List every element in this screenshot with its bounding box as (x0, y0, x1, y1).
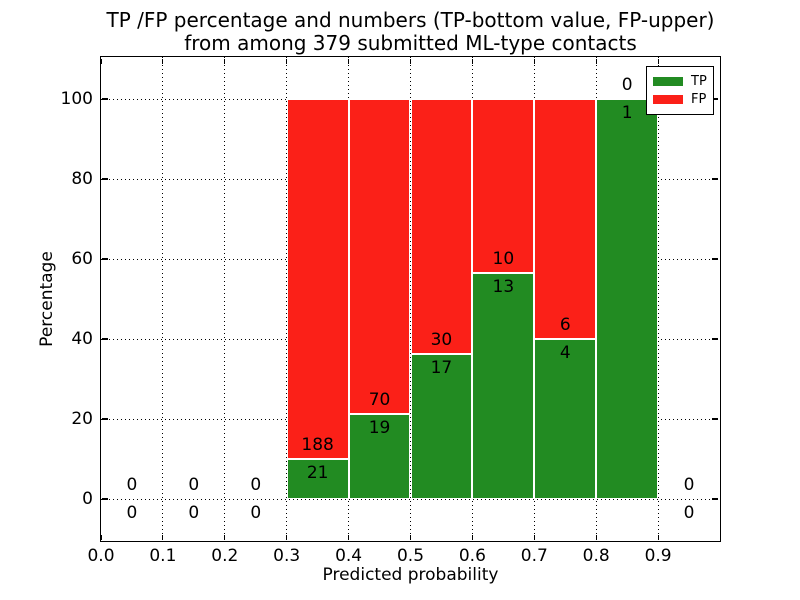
y-tick-label: 100 (60, 89, 93, 109)
fp-count-label: 0 (126, 475, 138, 495)
fp-count-label: 0 (621, 75, 633, 95)
tp-legend-label: TP (691, 73, 707, 89)
tp-count-label: 13 (492, 276, 515, 297)
tp-swatch-icon (653, 76, 683, 86)
y-tick-mark-right (712, 258, 718, 260)
y-tick-mark-right (712, 178, 718, 180)
x-tick-mark (162, 534, 164, 540)
x-tick-label: 0.7 (520, 546, 548, 566)
fp-count-label: 0 (250, 475, 262, 495)
tp-bar (596, 99, 659, 499)
tp-bar (286, 458, 349, 499)
tp-count-label: 0 (188, 503, 200, 523)
chart-title-line1: TP /FP percentage and numbers (TP-bottom… (106, 8, 715, 32)
tp-count-label: 0 (126, 503, 138, 523)
tp-bar (348, 413, 411, 499)
y-tick-label: 0 (82, 489, 93, 509)
y-tick-mark-right (712, 498, 718, 500)
x-tick-mark-top (595, 58, 597, 64)
x-tick-label: 0.4 (335, 546, 363, 566)
y-tick-mark (102, 98, 108, 100)
x-tick-mark (595, 534, 597, 540)
x-tick-label: 0.9 (644, 546, 672, 566)
x-tick-mark-top (348, 58, 350, 64)
fp-count-label: 70 (368, 389, 391, 410)
x-tick-mark-top (224, 58, 226, 64)
x-tick-mark (409, 534, 412, 540)
fp-count-label: 0 (683, 475, 695, 495)
y-axis-label: Percentage (37, 251, 57, 347)
y-tick-mark (102, 418, 108, 420)
fp-bar (348, 99, 411, 414)
x-tick-mark-top (100, 58, 102, 64)
y-tick-mark (102, 338, 108, 340)
x-tick-label: 0.8 (582, 546, 610, 566)
legend: TP FP (646, 66, 714, 115)
chart-title-line2: from among 379 submitted ML-type contact… (184, 31, 637, 55)
x-tick-label: 0.5 (396, 546, 425, 566)
tp-count-label: 0 (250, 503, 262, 523)
tp-count-label: 19 (368, 417, 391, 438)
y-tick-label: 60 (71, 249, 93, 269)
fp-bar (410, 99, 473, 355)
y-tick-label: 20 (71, 409, 93, 429)
x-tick-mark (224, 534, 226, 540)
fp-bar (534, 99, 597, 339)
x-tick-mark-top (533, 58, 535, 64)
x-tick-label: 0.3 (273, 546, 301, 566)
tp-count-label: 21 (306, 462, 329, 483)
x-tick-mark-top (471, 58, 473, 64)
tp-count-label: 0 (683, 503, 695, 523)
v-gridline (224, 57, 226, 541)
y-tick-mark (102, 498, 108, 500)
fp-swatch-icon (653, 95, 683, 105)
x-tick-mark-top (409, 58, 412, 64)
tp-bar (410, 354, 473, 499)
tp-count-label: 1 (621, 103, 633, 123)
x-tick-mark (533, 534, 535, 540)
x-tick-mark (471, 534, 473, 540)
fp-count-label: 0 (188, 475, 200, 495)
legend-entry-tp: TP (653, 74, 707, 89)
tp-bar (472, 272, 535, 499)
x-tick-mark-top (286, 58, 288, 64)
x-tick-mark-top (657, 58, 659, 64)
x-tick-mark-top (162, 58, 164, 64)
tp-count-label: 4 (559, 343, 571, 363)
x-axis-label: Predicted probability (322, 565, 499, 585)
y-tick-mark (102, 178, 108, 180)
fp-bar (472, 99, 535, 273)
legend-entry-fp: FP (653, 92, 707, 107)
x-tick-mark (657, 534, 659, 540)
v-gridline (657, 57, 659, 541)
fp-legend-label: FP (691, 92, 707, 108)
x-tick-label: 0.0 (87, 546, 115, 566)
fp-count-label: 10 (492, 248, 515, 269)
x-tick-mark (348, 534, 350, 540)
x-tick-label: 0.6 (458, 546, 486, 566)
tp-bar (534, 339, 597, 499)
fp-bar (286, 99, 349, 459)
v-gridline (162, 57, 164, 541)
chart-title: TP /FP percentage and numbers (TP-bottom… (101, 9, 720, 55)
fp-count-label: 188 (301, 434, 334, 455)
y-tick-label: 40 (71, 329, 93, 349)
y-tick-mark-right (712, 338, 718, 340)
x-tick-label: 0.2 (211, 546, 239, 566)
fp-count-label: 30 (430, 330, 453, 351)
x-tick-mark (100, 534, 102, 540)
x-tick-label: 0.1 (149, 546, 177, 566)
tp-count-label: 17 (430, 358, 453, 379)
x-tick-mark (286, 534, 288, 540)
y-tick-label: 80 (71, 169, 93, 189)
fp-count-label: 6 (559, 315, 571, 335)
y-tick-mark-right (712, 98, 718, 100)
y-tick-mark (102, 258, 108, 260)
y-tick-mark-right (712, 418, 718, 420)
